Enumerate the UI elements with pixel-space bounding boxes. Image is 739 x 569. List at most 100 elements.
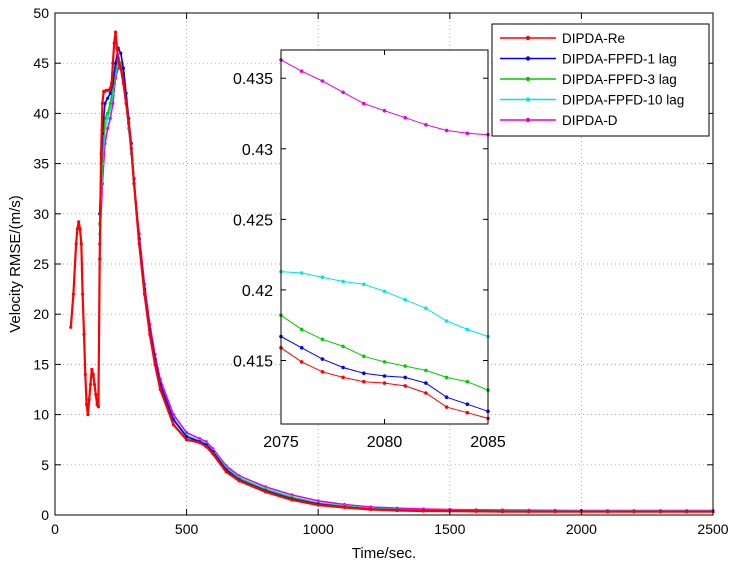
- legend: DIPDA-Re DIPDA-FPFD-1 lag DIPDA-FPFD-3 lag…: [491, 23, 710, 137]
- data-point: [86, 413, 90, 417]
- y-tick-label: 20: [33, 306, 49, 322]
- inset-data-point: [382, 374, 387, 378]
- inset-series-dipda-fpfd-10-lag: [279, 269, 490, 339]
- data-point: [115, 46, 119, 50]
- data-point: [264, 490, 268, 494]
- inset-data-point: [320, 357, 325, 361]
- inset-data-point: [465, 402, 470, 407]
- inset-data-point: [382, 381, 387, 385]
- inset-y-tick-label: 0.42: [242, 283, 273, 300]
- inset-data-point: [362, 282, 366, 287]
- data-point: [171, 423, 175, 427]
- inset-data-point: [382, 108, 387, 113]
- inset-data-point: [299, 327, 304, 332]
- data-point: [82, 332, 86, 336]
- data-point: [121, 66, 125, 70]
- inset-data-point: [444, 405, 449, 409]
- data-point: [119, 66, 123, 70]
- inset-series-dipda-d: [279, 58, 490, 137]
- data-point: [106, 116, 110, 120]
- data-point: [474, 509, 478, 513]
- data-point: [71, 292, 75, 296]
- legend-swatch-marker: [525, 56, 531, 61]
- legend-label: DIPDA-FPFD-10 lag: [562, 93, 684, 108]
- inset-data-point: [341, 365, 345, 370]
- legend-swatch-marker: [525, 76, 531, 82]
- data-point: [124, 101, 128, 105]
- data-point: [108, 91, 112, 95]
- data-point: [632, 510, 636, 514]
- x-tick-label: 1000: [303, 521, 334, 537]
- data-point: [421, 509, 426, 513]
- data-point: [99, 152, 103, 156]
- data-point: [204, 445, 208, 449]
- data-point: [119, 51, 123, 55]
- data-point: [395, 508, 399, 513]
- data-point: [90, 367, 94, 371]
- inset-x-tick-label: 2080: [367, 434, 403, 451]
- inset-y-tick-label: 0.43: [242, 142, 273, 159]
- inset-data-point: [424, 368, 428, 373]
- y-tick-label: 15: [33, 356, 49, 372]
- x-tick-label: 500: [175, 521, 199, 537]
- inset-data-point: [465, 379, 470, 384]
- inset-data-point: [444, 319, 449, 323]
- legend-label: DIPDA-FPFD-3 lag: [562, 72, 677, 87]
- inset-x-tick-label: 2075: [263, 434, 299, 451]
- y-tick-label: 5: [41, 457, 49, 473]
- inset-data-point: [320, 79, 325, 83]
- inset-data-point: [341, 90, 345, 95]
- data-point: [113, 30, 118, 34]
- data-point: [69, 325, 73, 329]
- data-point: [111, 61, 115, 65]
- inset-data-point: [299, 360, 304, 364]
- data-point: [685, 510, 689, 514]
- data-point: [96, 405, 100, 409]
- data-point: [100, 101, 104, 105]
- data-point: [237, 479, 241, 483]
- inset-data-point: [403, 115, 408, 120]
- legend-entry-dipda-fpfd-3-lag: DIPDA-FPFD-3 lag: [500, 72, 677, 87]
- data-point: [108, 116, 112, 120]
- data-point: [108, 101, 112, 105]
- inset-y-tick-label: 0.435: [233, 71, 273, 88]
- inset-data-point: [299, 346, 304, 350]
- inset-data-point: [403, 384, 408, 388]
- inset-data-point: [362, 101, 366, 106]
- data-point: [108, 86, 112, 90]
- inset-data-point: [320, 337, 325, 342]
- data-point: [110, 81, 114, 85]
- y-tick-label: 30: [33, 206, 49, 222]
- x-tick-label: 0: [51, 521, 59, 537]
- data-point: [606, 510, 610, 514]
- inset-y-tick-label: 0.425: [233, 212, 273, 229]
- data-point: [142, 292, 147, 296]
- series-dipda-re: [69, 30, 715, 514]
- legend-label: DIPDA-FPFD-1 lag: [562, 52, 677, 67]
- data-point: [127, 121, 131, 125]
- inset-data-point: [444, 128, 449, 133]
- inset-y-tick-label: 0.415: [233, 353, 273, 370]
- legend-swatch-marker: [525, 97, 531, 102]
- inset-data-point: [424, 123, 428, 127]
- data-point: [224, 470, 228, 474]
- inset-series-group: [279, 58, 490, 421]
- inset-series-dipda-re: [279, 346, 490, 421]
- data-point: [87, 397, 91, 402]
- data-point: [121, 81, 125, 85]
- x-tick-label: 2500: [697, 521, 728, 537]
- data-point: [658, 510, 663, 514]
- legend-items: DIPDA-Re DIPDA-FPFD-1 lag DIPDA-FPFD-3 lag…: [500, 31, 684, 128]
- inset-data-point: [299, 271, 304, 275]
- data-point: [83, 372, 87, 376]
- data-point: [132, 182, 136, 186]
- legend-entry-dipda-fpfd-10-lag: DIPDA-FPFD-10 lag: [500, 93, 684, 108]
- data-point: [369, 507, 373, 512]
- data-point: [158, 387, 162, 392]
- inset-data-point: [382, 360, 387, 364]
- inset-ticks: 2075 2080 2085 0.415 0.42 0.425 0.43 0.435: [233, 50, 506, 451]
- legend-label: DIPDA-Re: [562, 31, 625, 46]
- inset-data-point: [424, 306, 428, 311]
- data-point: [185, 438, 189, 442]
- data-point: [153, 362, 157, 366]
